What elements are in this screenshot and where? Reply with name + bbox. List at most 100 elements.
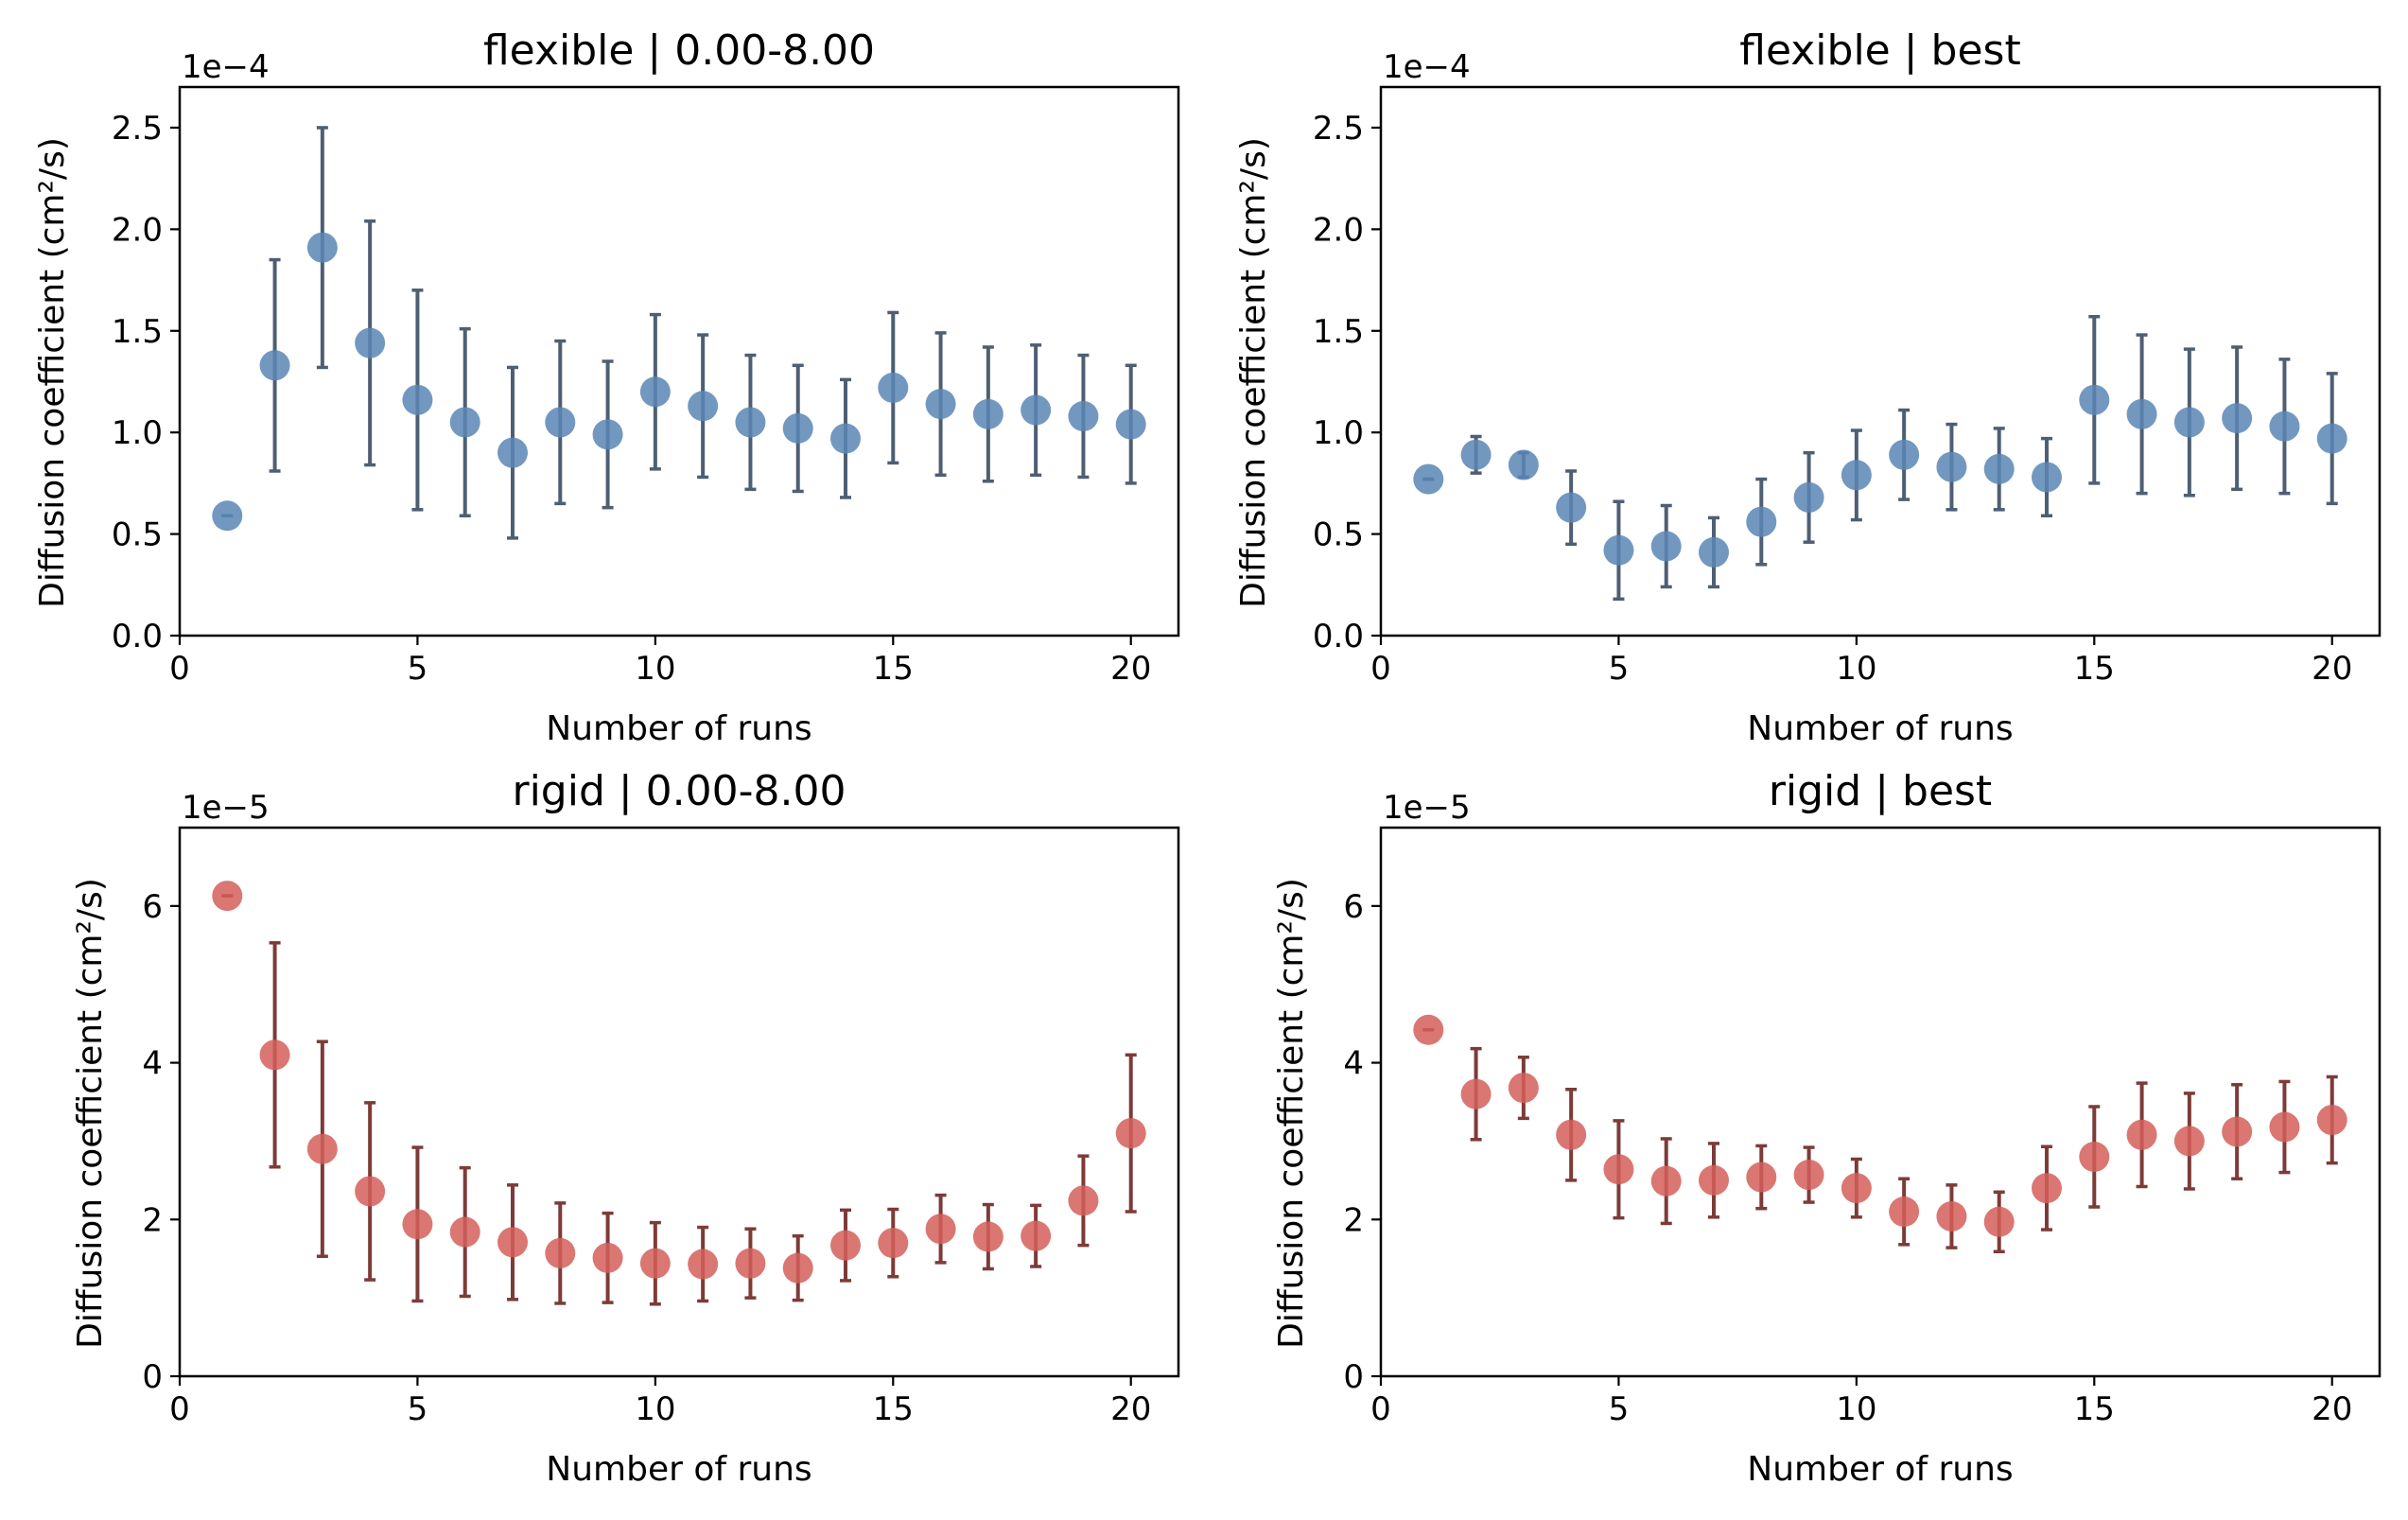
data-point	[592, 419, 623, 450]
data-point	[1115, 1118, 1146, 1149]
plot-frame	[178, 85, 1180, 638]
x-axis-label: Number of runs	[1747, 709, 2013, 748]
data-point	[2032, 1173, 2062, 1204]
data-point	[402, 384, 433, 415]
y-axis-label: Diffusion coefficient (cm²/s)	[1272, 878, 1311, 1349]
data-point	[306, 232, 338, 263]
x-tick-label: 10	[635, 650, 675, 688]
data-point	[1068, 401, 1099, 431]
data-point	[972, 398, 1003, 429]
data-point	[1115, 409, 1146, 440]
data-point	[1841, 1173, 1872, 1204]
data-point	[1508, 449, 1539, 480]
data-point	[545, 407, 576, 438]
data-point	[1413, 463, 1444, 495]
data-point	[2173, 1126, 2205, 1157]
data-point	[639, 1248, 671, 1279]
plot-frame	[1379, 85, 2382, 638]
x-tick-label: 5	[408, 1390, 428, 1428]
data-point	[259, 1040, 290, 1071]
data-point	[449, 1216, 480, 1248]
y-tick-label: 0.5	[1313, 516, 1364, 554]
data-point	[1746, 506, 1777, 537]
data-point	[306, 1133, 338, 1164]
x-tick-label: 0	[1370, 1390, 1391, 1428]
data-point	[1603, 534, 1634, 566]
data-point	[639, 376, 671, 408]
x-tick-label: 0	[169, 650, 190, 688]
x-tick-label: 20	[1110, 650, 1151, 688]
data-point	[735, 1248, 766, 1279]
data-point	[688, 1249, 719, 1280]
data-point	[1021, 394, 1052, 426]
data-point	[925, 1214, 956, 1245]
data-point	[830, 1230, 861, 1261]
y-exponent-label: 1e−5	[182, 789, 270, 827]
data-point	[2222, 403, 2253, 434]
y-tick-label: 4	[142, 1045, 163, 1083]
data-point	[1936, 1200, 1967, 1232]
y-axis-label: Diffusion coefficient (cm²/s)	[33, 137, 72, 608]
y-tick-label: 2.0	[1313, 211, 1364, 249]
x-tick-label: 10	[1836, 1390, 1876, 1428]
data-point	[355, 1176, 386, 1207]
data-point	[212, 881, 243, 912]
data-point	[1699, 1164, 1729, 1196]
data-point	[1650, 531, 1682, 562]
x-tick-label: 0	[169, 1390, 190, 1428]
data-point	[2032, 462, 2062, 493]
x-tick-label: 15	[873, 650, 914, 688]
data-point	[925, 389, 956, 420]
data-point	[1460, 1078, 1492, 1109]
panel-title: rigid | best	[1769, 767, 1992, 815]
data-point	[878, 372, 909, 403]
data-point	[830, 423, 861, 454]
data-point	[2079, 1142, 2110, 1172]
data-point	[1746, 1162, 1777, 1193]
y-exponent-label: 1e−4	[182, 48, 270, 86]
data-point	[1413, 1014, 1444, 1045]
y-tick-label: 1.0	[112, 414, 163, 452]
data-point	[878, 1228, 909, 1259]
data-point	[782, 412, 813, 444]
data-point	[2126, 398, 2157, 429]
x-axis-label: Number of runs	[1747, 1450, 2013, 1489]
y-tick-label: 6	[1343, 888, 1364, 926]
panel-3: rigid | 0.00-8.00 1e−5 0 5 10 15 20 0 2 4 6 Number …	[71, 767, 1180, 1489]
y-tick-label: 1.5	[112, 313, 163, 351]
data-point	[1983, 453, 2015, 484]
panel-title: flexible | 0.00-8.00	[483, 26, 875, 75]
plot-frame	[178, 826, 1180, 1378]
y-tick-label: 2	[142, 1201, 163, 1239]
data-point	[1021, 1220, 1052, 1251]
data-point	[1889, 439, 1920, 470]
data-point	[2079, 384, 2110, 415]
x-tick-label: 0	[1370, 650, 1391, 688]
x-tick-label: 15	[2074, 650, 2115, 688]
x-tick-label: 20	[1110, 1390, 1151, 1428]
y-axis-label: Diffusion coefficient (cm²/s)	[1234, 137, 1273, 608]
data-point	[497, 1227, 528, 1258]
x-axis-label: Number of runs	[546, 1450, 811, 1489]
y-tick-label: 1.5	[1313, 313, 1364, 351]
data-point	[1841, 460, 1872, 491]
x-tick-label: 10	[635, 1390, 675, 1428]
x-tick-label: 15	[2074, 1390, 2115, 1428]
data-point	[1068, 1185, 1099, 1216]
data-point	[402, 1209, 433, 1240]
y-tick-label: 2	[1343, 1201, 1364, 1239]
data-point	[449, 407, 480, 438]
data-point	[1556, 492, 1587, 523]
x-tick-label: 5	[1609, 1390, 1630, 1428]
data-point	[2269, 411, 2300, 442]
data-point	[1936, 451, 1967, 482]
data-point	[545, 1237, 576, 1268]
data-point	[1793, 1160, 1824, 1191]
data-point	[2222, 1116, 2253, 1147]
x-axis-label: Number of runs	[546, 709, 811, 748]
y-tick-label: 0	[1343, 1358, 1364, 1396]
y-axis-label: Diffusion coefficient (cm²/s)	[71, 878, 110, 1349]
y-tick-label: 1.0	[1313, 414, 1364, 452]
panel-2: flexible | best 1e−4 0 5 10 15 20 0.0 0.5 1.0 1.5 2…	[1234, 26, 2382, 748]
